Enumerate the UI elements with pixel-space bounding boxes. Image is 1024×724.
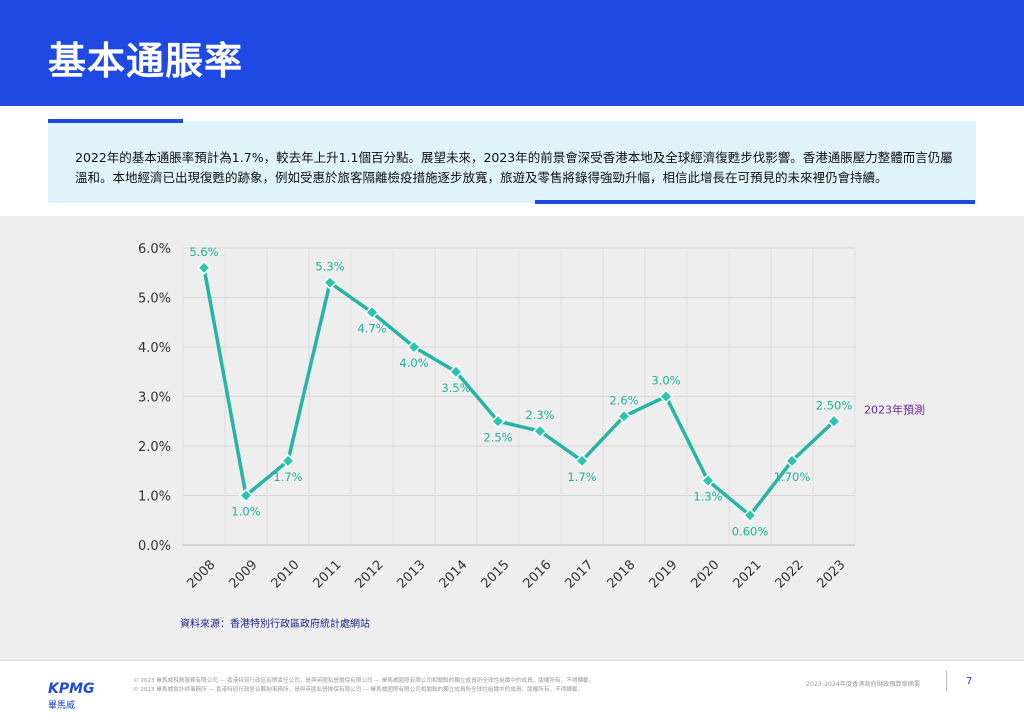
data-point <box>322 275 338 290</box>
data-point <box>658 389 674 404</box>
data-point <box>742 508 758 523</box>
data-label: 3.5% <box>441 381 470 395</box>
x-tick-label: 2013 <box>395 558 429 592</box>
y-tick-label: 1.0% <box>138 490 171 505</box>
data-label: 5.6% <box>189 245 218 259</box>
y-tick-label: 4.0% <box>138 341 171 356</box>
data-label: 3.0% <box>651 374 680 388</box>
data-point <box>784 453 800 468</box>
data-label: 2.3% <box>525 408 554 422</box>
y-tick-label: 2.0% <box>138 440 171 455</box>
data-label: 5.3% <box>315 260 344 274</box>
x-tick-label: 2017 <box>563 558 597 592</box>
x-tick-label: 2010 <box>269 558 303 592</box>
data-label: 4.7% <box>357 321 386 335</box>
x-tick-label: 2014 <box>437 558 471 592</box>
data-point <box>280 453 296 468</box>
data-point <box>532 424 548 439</box>
x-tick-label: 2011 <box>311 558 345 592</box>
document-title: 2023-2024年度香港政府財政預算案摘要 <box>806 681 921 688</box>
data-label: 1.0% <box>231 505 260 519</box>
x-tick-label: 2015 <box>479 558 513 592</box>
data-label: 1.7% <box>567 470 596 484</box>
x-tick-label: 2020 <box>689 558 723 592</box>
data-label: 2.50% <box>816 398 853 412</box>
x-tick-label: 2016 <box>521 558 555 592</box>
legal-line-2: © 2023 畢馬威會計師事務所 — 香港特別行政區合夥制事務所，是與英國私營擔… <box>133 687 584 693</box>
intro-accent-bottom <box>535 200 975 204</box>
data-point <box>826 414 842 429</box>
data-label: 4.0% <box>399 356 428 370</box>
y-tick-label: 5.0% <box>138 292 171 307</box>
data-label: 1.3% <box>693 490 722 504</box>
data-label: 1.7% <box>273 470 302 484</box>
y-tick-label: 0.0% <box>138 539 171 554</box>
page-header: 基本通脹率 <box>0 0 1024 106</box>
x-tick-label: 2012 <box>353 558 387 592</box>
page-title: 基本通脹率 <box>48 39 244 83</box>
data-label: 2.5% <box>483 430 512 444</box>
data-point <box>700 473 716 488</box>
data-point <box>364 305 380 320</box>
data-label: 1.70% <box>774 470 811 484</box>
source-note: 資料來源：香港特別行政區政府統計處網站 <box>180 619 370 630</box>
x-tick-label: 2018 <box>605 558 639 592</box>
data-point <box>490 414 506 429</box>
forecast-annotation: 2023年預測 <box>864 402 925 416</box>
footer-divider <box>0 660 1024 661</box>
page-number-separator <box>946 671 947 691</box>
intro-box: 2022年的基本通脹率預計為1.7%，較去年上升1.1個百分點。展望未來，202… <box>48 121 976 203</box>
data-point <box>574 453 590 468</box>
legal-line-1: © 2023 畢馬威稅務服務有限公司 — 香港特別行政區有限責任公司，是與英國私… <box>133 678 595 684</box>
x-tick-label: 2019 <box>647 558 681 592</box>
x-tick-label: 2009 <box>227 558 261 592</box>
data-label: 0.60% <box>732 524 769 538</box>
page-number: 7 <box>966 676 973 687</box>
data-point <box>616 409 632 424</box>
data-point <box>238 488 254 503</box>
intro-accent-top <box>48 119 183 123</box>
intro-text: 2022年的基本通脹率預計為1.7%，較去年上升1.1個百分點。展望未來，202… <box>75 150 953 185</box>
legal-notice: © 2023 畢馬威稅務服務有限公司 — 香港特別行政區有限責任公司，是與英國私… <box>133 677 773 695</box>
x-tick-label: 2023 <box>815 558 849 592</box>
x-tick-label: 2008 <box>185 558 219 592</box>
y-tick-label: 6.0% <box>138 242 171 257</box>
kpmg-logo: KPMG <box>48 681 95 697</box>
data-point <box>196 260 212 275</box>
data-point <box>448 364 464 379</box>
data-label: 2.6% <box>609 393 638 407</box>
x-tick-label: 2021 <box>731 558 765 592</box>
y-tick-label: 3.0% <box>138 391 171 406</box>
x-tick-label: 2022 <box>773 558 807 592</box>
series-line <box>202 267 836 518</box>
kpmg-logo-subtitle: 畢馬威 <box>48 701 76 711</box>
chart-panel <box>0 216 1024 660</box>
data-point <box>406 339 422 355</box>
